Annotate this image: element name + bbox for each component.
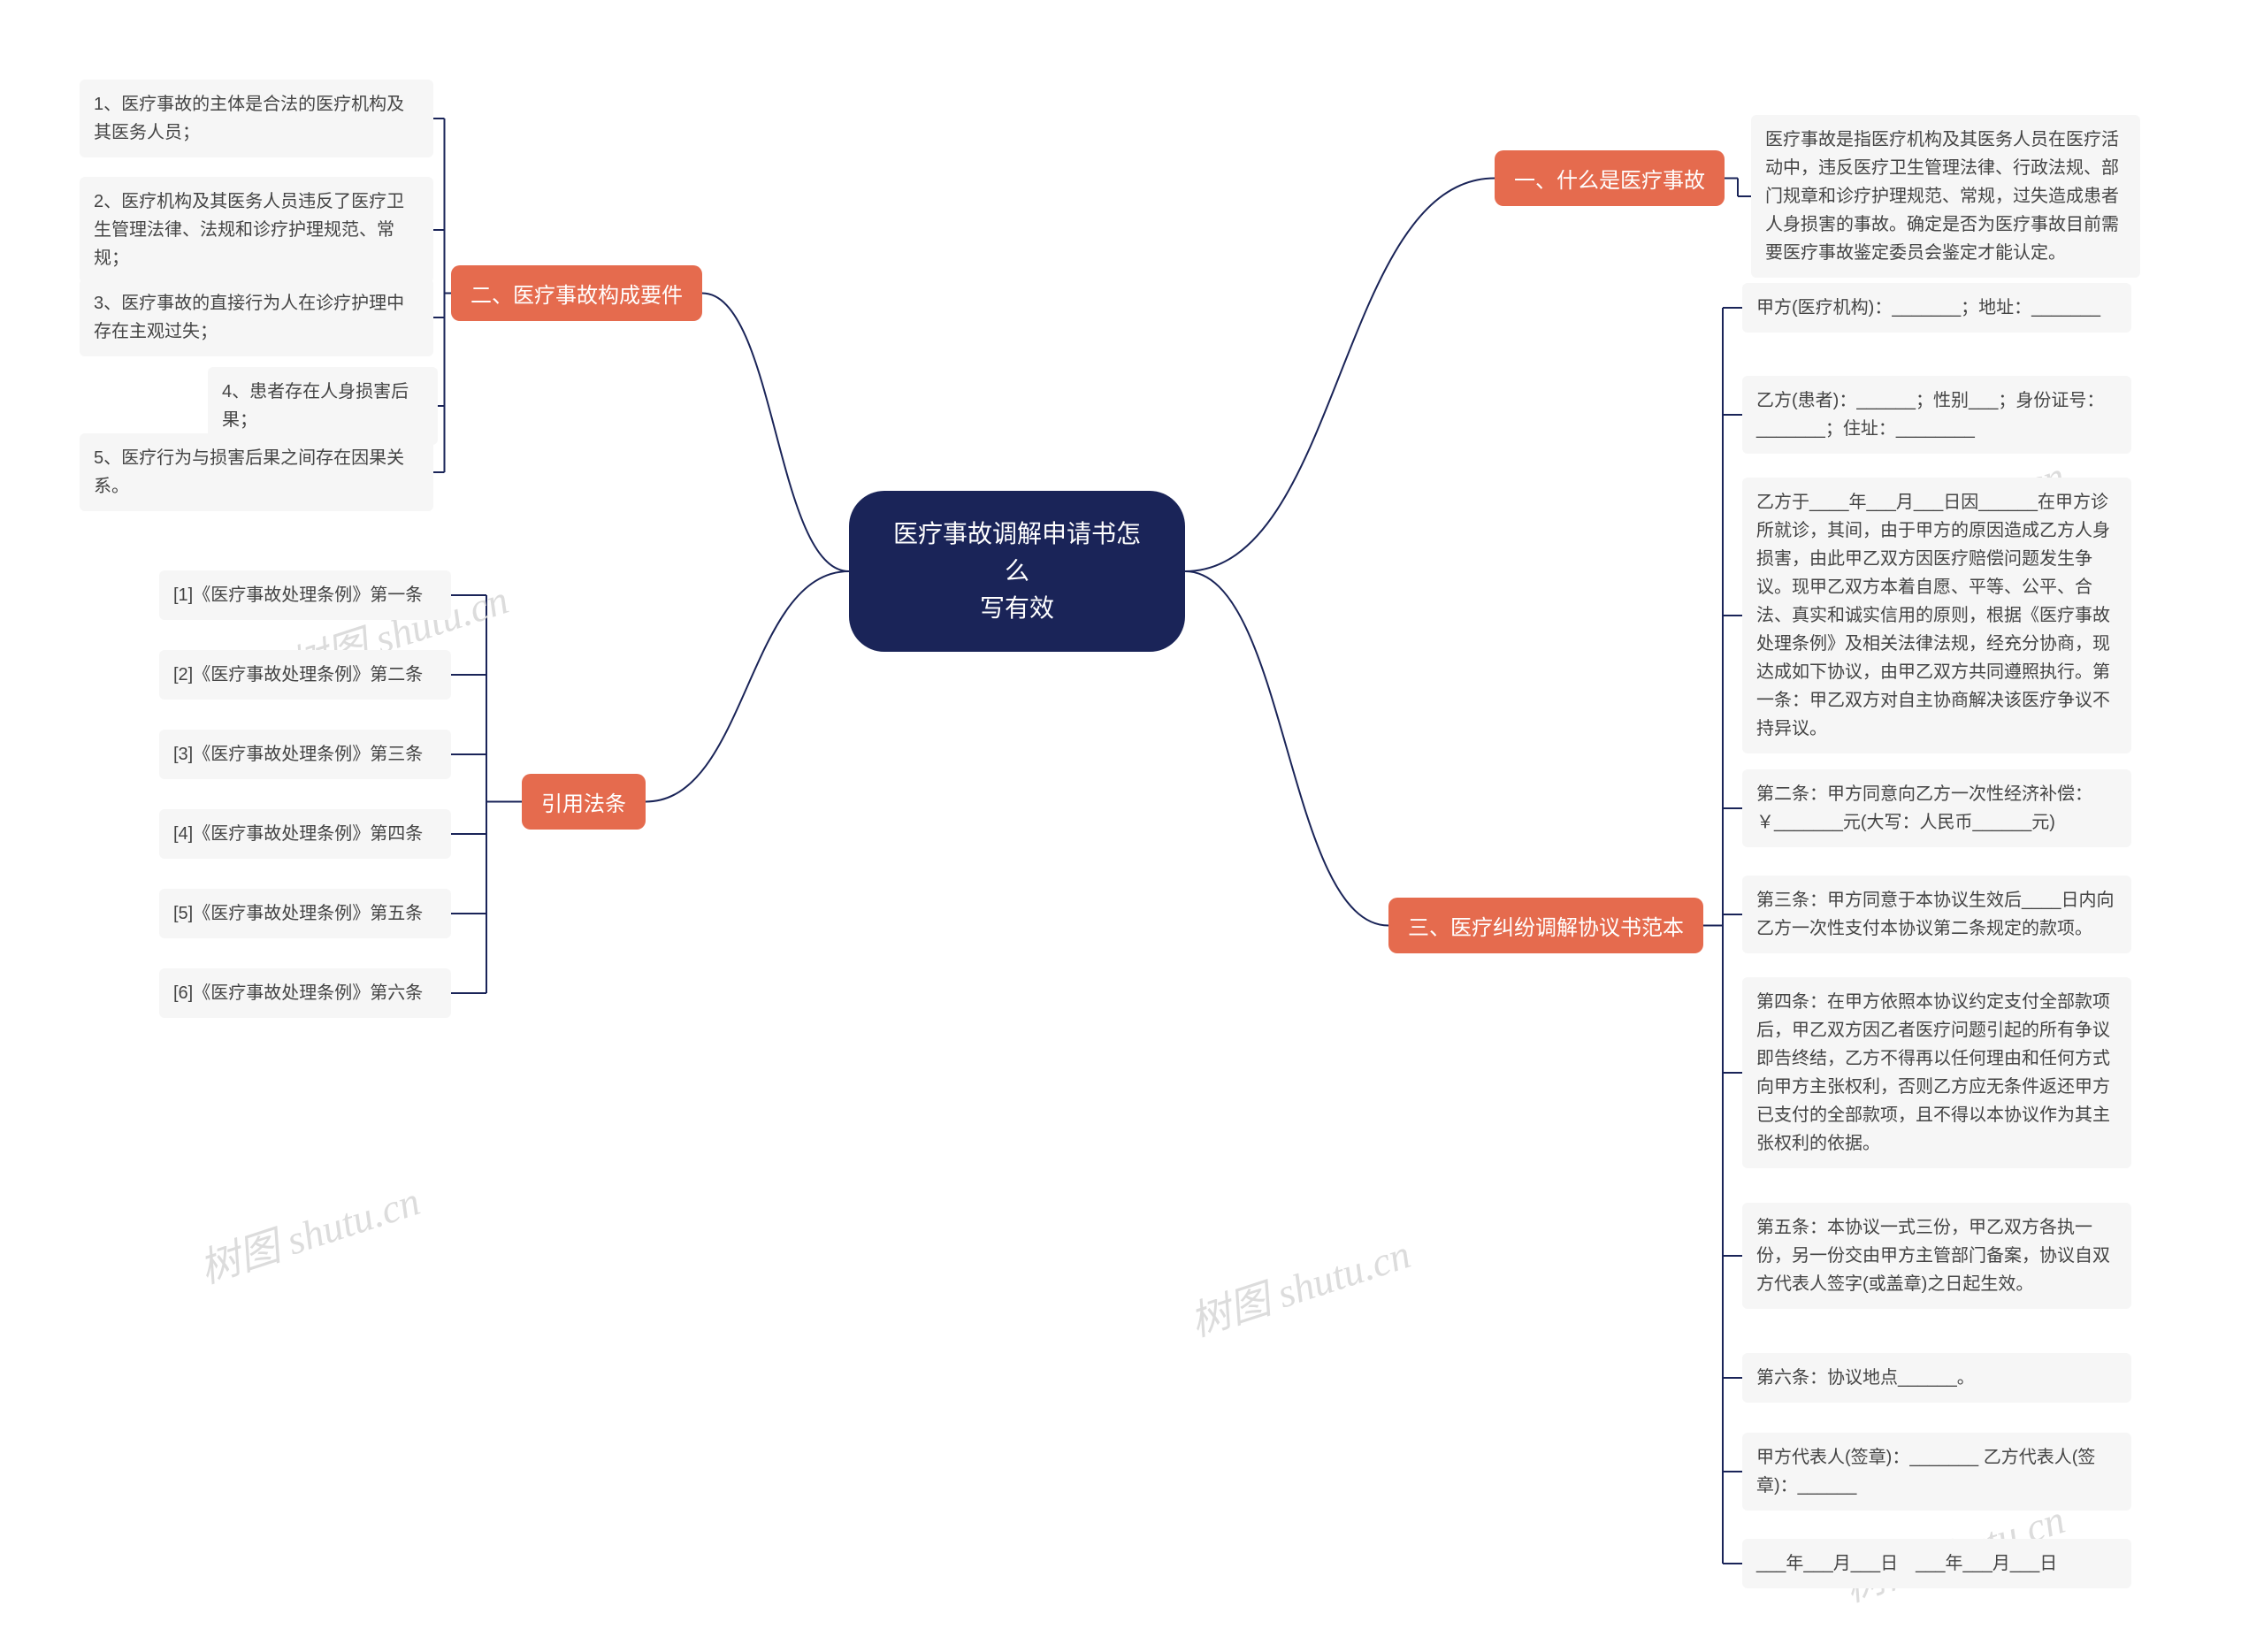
center-line1: 医疗事故调解申请书怎么	[893, 520, 1141, 585]
leaf-article-5[interactable]: 第五条：本协议一式三份，甲乙双方各执一份，另一份交由甲方主管部门备案，协议自双方…	[1742, 1203, 2131, 1309]
leaf-text: 第二条：甲方同意向乙方一次性经济补偿：￥_______元(大写：人民币_____…	[1756, 784, 2092, 832]
leaf-text: 2、医疗机构及其医务人员违反了医疗卫生管理法律、法规和诊疗护理规范、常规；	[94, 192, 404, 268]
leaf-element-1[interactable]: 1、医疗事故的主体是合法的医疗机构及其医务人员；	[80, 80, 433, 157]
leaf-text: 4、患者存在人身损害后果；	[222, 382, 409, 430]
leaf-law-4[interactable]: [4]《医疗事故处理条例》第四条	[159, 809, 451, 859]
leaf-element-5[interactable]: 5、医疗行为与损害后果之间存在因果关系。	[80, 433, 433, 511]
leaf-text: ___年___月___日 ___年___月___日	[1756, 1554, 2057, 1573]
leaf-law-3[interactable]: [3]《医疗事故处理条例》第三条	[159, 730, 451, 779]
leaf-text: 甲方(医疗机构)：_______；地址：_______	[1756, 298, 2100, 317]
mindmap-canvas: 树图 shutu.cn 树图 shutu.cn 树图 shutu.cn 树图 s…	[0, 0, 2264, 1652]
leaf-law-5[interactable]: [5]《医疗事故处理条例》第五条	[159, 889, 451, 938]
watermark: 树图 shutu.cn	[191, 1169, 426, 1296]
branch-label: 引用法条	[541, 792, 626, 816]
leaf-recital[interactable]: 乙方于____年___月___日因______在甲方诊所就诊，其间，由于甲方的原…	[1742, 478, 2131, 753]
branch-cited-laws[interactable]: 引用法条	[522, 774, 646, 830]
leaf-law-2[interactable]: [2]《医疗事故处理条例》第二条	[159, 650, 451, 700]
leaf-text: 第四条：在甲方依照本协议约定支付全部款项后，甲乙双方因乙者医疗问题引起的所有争议…	[1756, 992, 2110, 1153]
leaf-text: 甲方代表人(签章)：_______ 乙方代表人(签章)：______	[1756, 1448, 2095, 1495]
leaf-party-b[interactable]: 乙方(患者)：______；性别___；身份证号：_______；住址：____…	[1742, 376, 2131, 454]
leaf-text: [6]《医疗事故处理条例》第六条	[173, 983, 423, 1003]
center-topic[interactable]: 医疗事故调解申请书怎么 写有效	[849, 491, 1185, 652]
leaf-party-a[interactable]: 甲方(医疗机构)：_______；地址：_______	[1742, 283, 2131, 333]
leaf-text: 第五条：本协议一式三份，甲乙双方各执一份，另一份交由甲方主管部门备案，协议自双方…	[1756, 1218, 2110, 1294]
branch-label: 二、医疗事故构成要件	[470, 284, 683, 308]
branch-label: 三、医疗纠纷调解协议书范本	[1408, 916, 1684, 940]
leaf-text: 3、医疗事故的直接行为人在诊疗护理中存在主观过失；	[94, 294, 404, 341]
branch-elements[interactable]: 二、医疗事故构成要件	[451, 265, 702, 321]
watermark: 树图 shutu.cn	[1182, 1222, 1417, 1349]
leaf-law-6[interactable]: [6]《医疗事故处理条例》第六条	[159, 968, 451, 1018]
branch-what-is[interactable]: 一、什么是医疗事故	[1495, 150, 1725, 206]
leaf-text: 乙方于____年___月___日因______在甲方诊所就诊，其间，由于甲方的原…	[1756, 493, 2110, 738]
leaf-text: [2]《医疗事故处理条例》第二条	[173, 665, 423, 685]
leaf-text: [4]《医疗事故处理条例》第四条	[173, 824, 423, 844]
leaf-element-2[interactable]: 2、医疗机构及其医务人员违反了医疗卫生管理法律、法规和诊疗护理规范、常规；	[80, 177, 433, 283]
leaf-definition[interactable]: 医疗事故是指医疗机构及其医务人员在医疗活动中，违反医疗卫生管理法律、行政法规、部…	[1751, 115, 2140, 278]
leaf-text: 第六条：协议地点______。	[1756, 1368, 1975, 1388]
leaf-text: [1]《医疗事故处理条例》第一条	[173, 585, 423, 605]
leaf-article-2[interactable]: 第二条：甲方同意向乙方一次性经济补偿：￥_______元(大写：人民币_____…	[1742, 769, 2131, 847]
leaf-article-6[interactable]: 第六条：协议地点______。	[1742, 1353, 2131, 1403]
branch-label: 一、什么是医疗事故	[1514, 169, 1705, 193]
leaf-text: [5]《医疗事故处理条例》第五条	[173, 904, 423, 923]
leaf-text: [3]《医疗事故处理条例》第三条	[173, 745, 423, 764]
leaf-text: 5、医疗行为与损害后果之间存在因果关系。	[94, 448, 404, 496]
leaf-dates[interactable]: ___年___月___日 ___年___月___日	[1742, 1539, 2131, 1588]
leaf-article-3[interactable]: 第三条：甲方同意于本协议生效后____日内向乙方一次性支付本协议第二条规定的款项…	[1742, 876, 2131, 953]
leaf-element-3[interactable]: 3、医疗事故的直接行为人在诊疗护理中存在主观过失；	[80, 279, 433, 356]
leaf-text: 1、医疗事故的主体是合法的医疗机构及其医务人员；	[94, 95, 404, 142]
leaf-law-1[interactable]: [1]《医疗事故处理条例》第一条	[159, 570, 451, 620]
leaf-signatures[interactable]: 甲方代表人(签章)：_______ 乙方代表人(签章)：______	[1742, 1433, 2131, 1511]
leaf-text: 乙方(患者)：______；性别___；身份证号：_______；住址：____…	[1756, 391, 2104, 439]
leaf-text: 第三条：甲方同意于本协议生效后____日内向乙方一次性支付本协议第二条规定的款项…	[1756, 891, 2115, 938]
center-line2: 写有效	[980, 594, 1054, 622]
leaf-text: 医疗事故是指医疗机构及其医务人员在医疗活动中，违反医疗卫生管理法律、行政法规、部…	[1765, 130, 2119, 263]
branch-agreement-template[interactable]: 三、医疗纠纷调解协议书范本	[1388, 898, 1703, 953]
leaf-article-4[interactable]: 第四条：在甲方依照本协议约定支付全部款项后，甲乙双方因乙者医疗问题引起的所有争议…	[1742, 977, 2131, 1168]
